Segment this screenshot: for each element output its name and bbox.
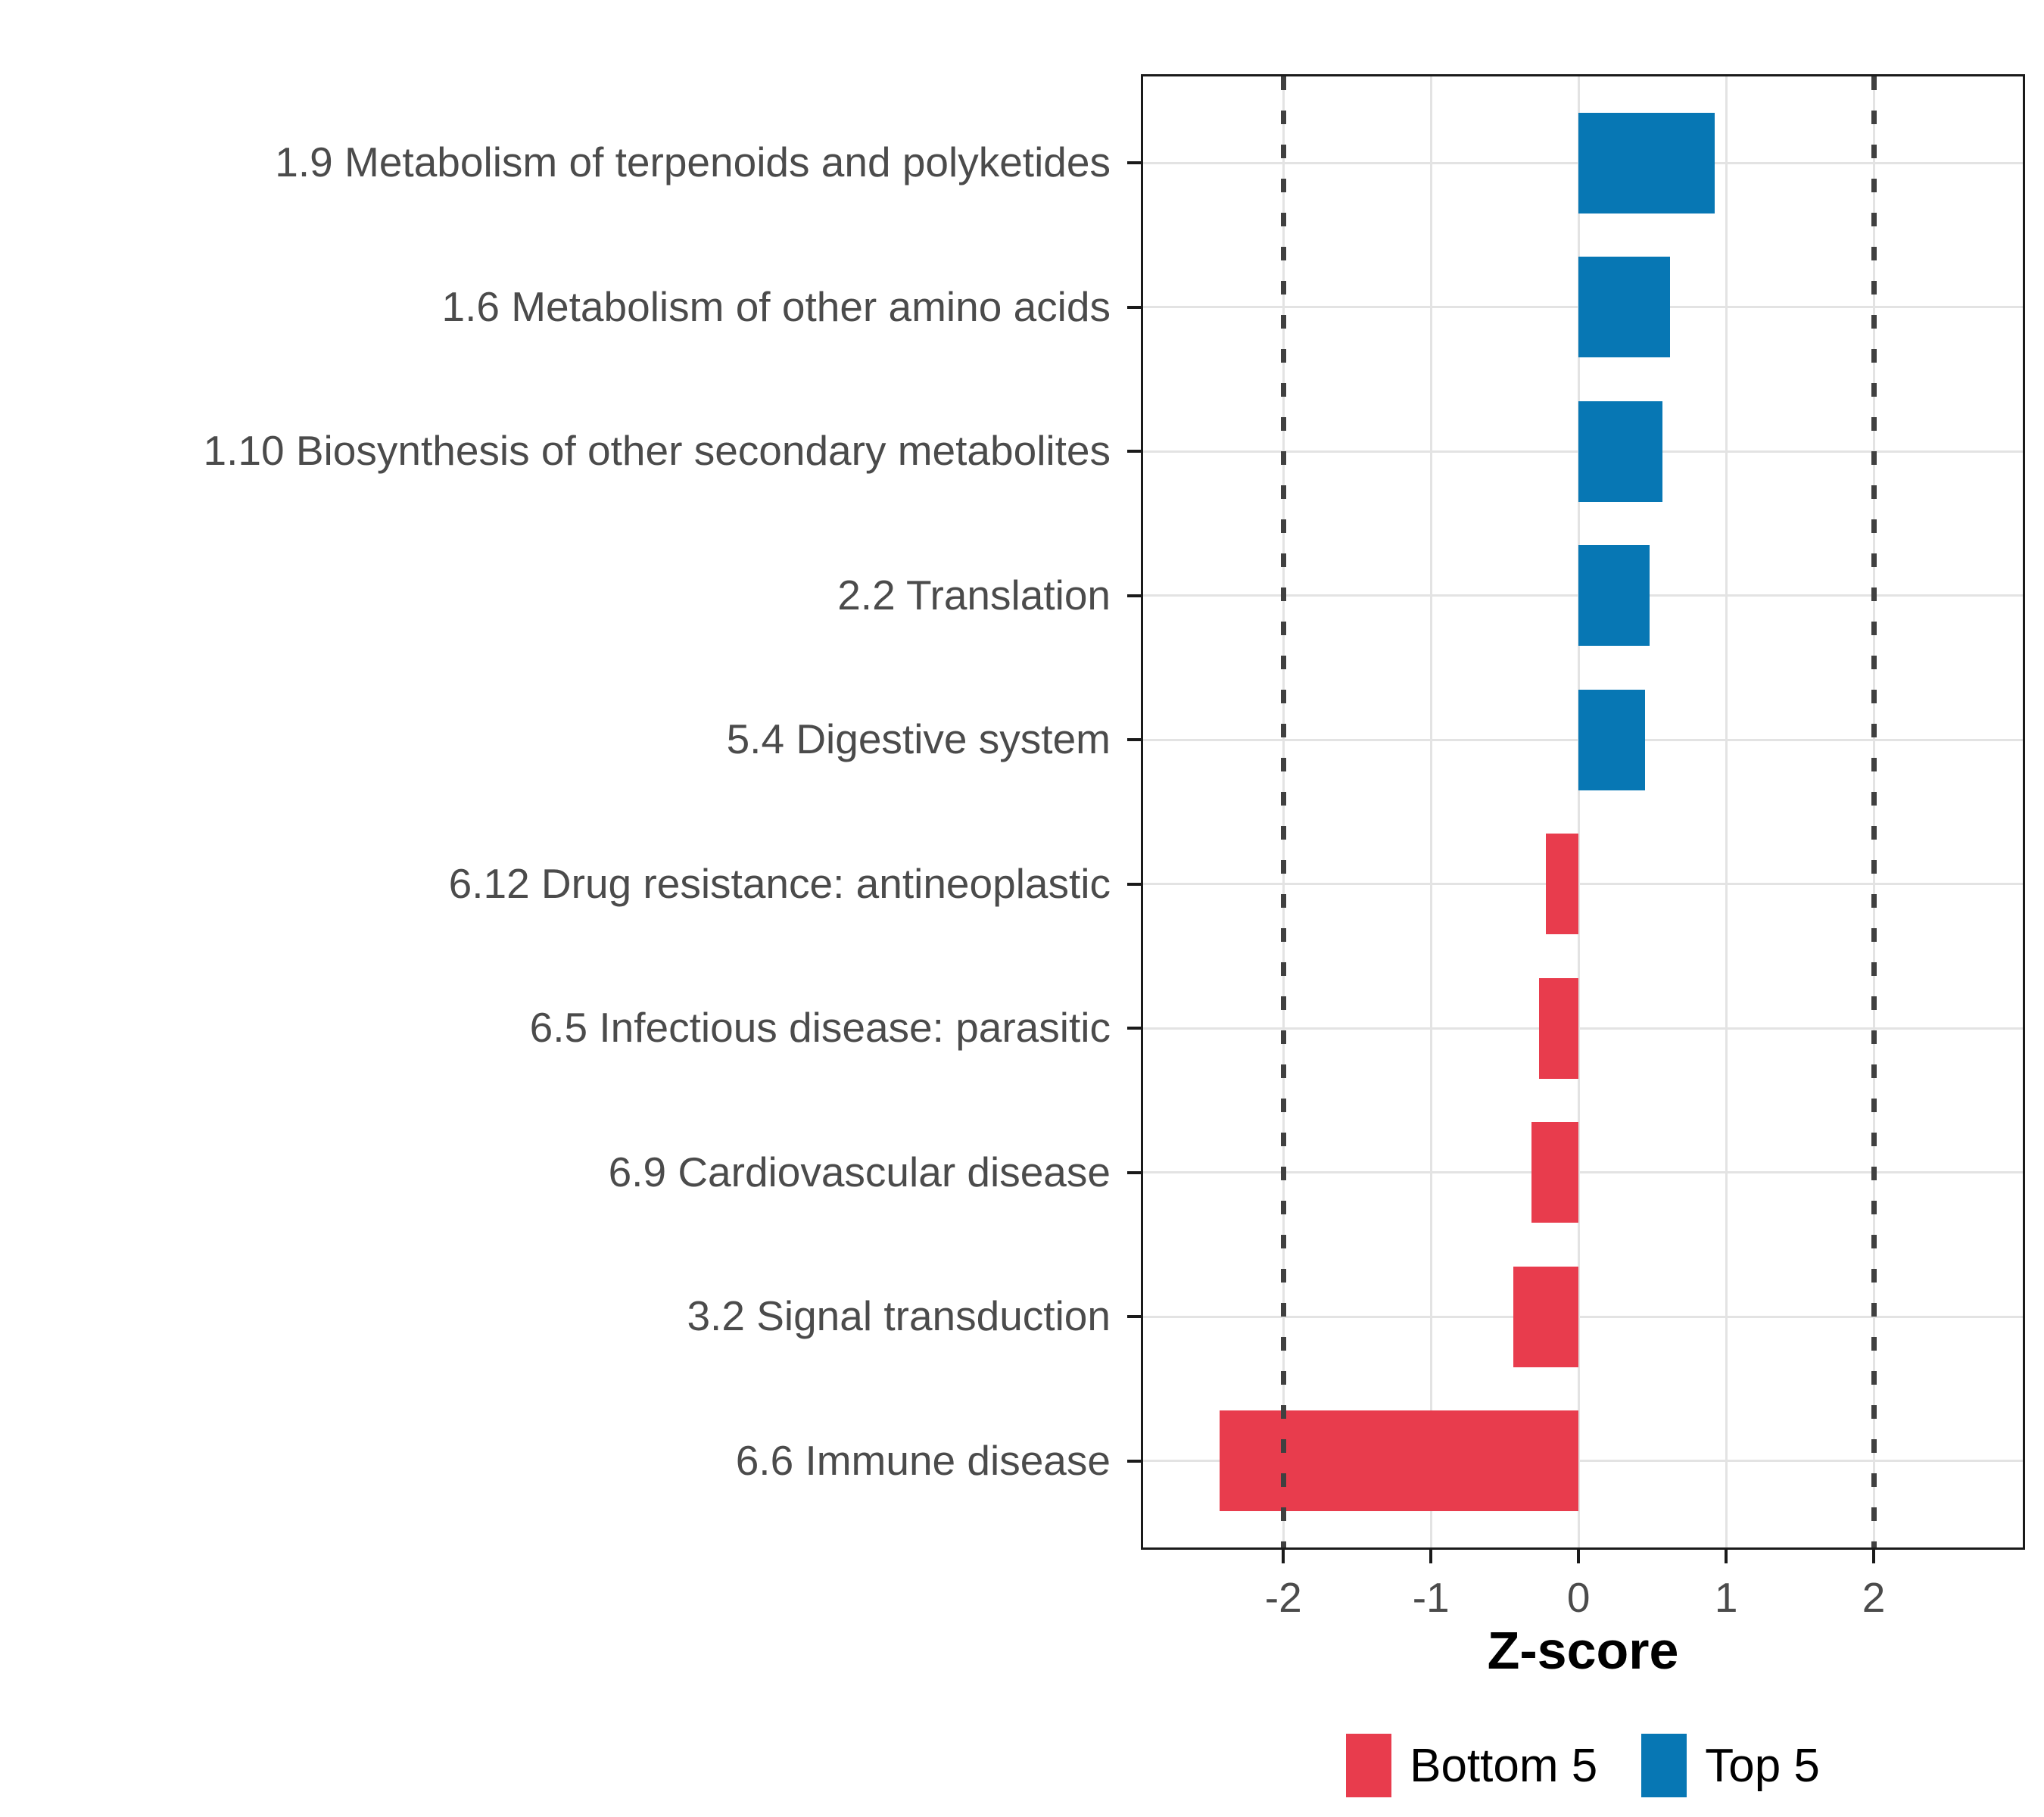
gridline-x--1 bbox=[1429, 76, 1432, 1547]
gridline-y-row-10 bbox=[1143, 1460, 2023, 1463]
y-axis-label-row-10: 6.6 Immune disease bbox=[735, 1436, 1111, 1484]
y-axis-label-row-3: 1.10 Biosynthesis of other secondary met… bbox=[203, 427, 1111, 475]
legend-label-top-5: Top 5 bbox=[1705, 1739, 1820, 1792]
x-axis-tick-2 bbox=[1872, 1550, 1876, 1563]
x-axis-tick-label--2: -2 bbox=[1264, 1574, 1302, 1621]
x-axis-tick-label-0: 0 bbox=[1566, 1574, 1591, 1621]
gridline-x-0 bbox=[1577, 76, 1580, 1547]
bar-5 bbox=[1578, 689, 1645, 790]
x-axis-tick-0 bbox=[1577, 1550, 1581, 1563]
bar-8 bbox=[1531, 1122, 1579, 1223]
plot-panel bbox=[1141, 74, 2025, 1550]
x-axis-tick--2 bbox=[1282, 1550, 1285, 1563]
y-axis-label-row-6: 6.12 Drug resistance: antineoplastic bbox=[448, 859, 1111, 907]
bar-2 bbox=[1578, 257, 1671, 358]
gridline-y-row-8 bbox=[1143, 1171, 2023, 1174]
y-axis-tick-row-1 bbox=[1127, 161, 1141, 165]
gridline-y-row-6 bbox=[1143, 883, 2023, 886]
y-axis-tick-row-6 bbox=[1127, 882, 1141, 886]
legend-swatch-bottom-5 bbox=[1346, 1734, 1392, 1797]
bar-4 bbox=[1578, 545, 1650, 647]
bar-10 bbox=[1220, 1410, 1579, 1512]
y-axis-tick-row-7 bbox=[1127, 1027, 1141, 1030]
x-axis-tick-label-2: 2 bbox=[1862, 1574, 1886, 1621]
bar-3 bbox=[1578, 400, 1663, 502]
y-axis-label-row-9: 3.2 Signal transduction bbox=[687, 1292, 1111, 1340]
y-axis-label-row-2: 1.6 Metabolism of other amino acids bbox=[441, 282, 1111, 330]
x-axis-tick-1 bbox=[1725, 1550, 1728, 1563]
y-axis-label-row-4: 2.2 Translation bbox=[837, 571, 1111, 619]
y-axis-label-row-5: 5.4 Digestive system bbox=[726, 715, 1111, 763]
gridline-y-row-7 bbox=[1143, 1027, 2023, 1030]
bar-1 bbox=[1578, 112, 1715, 213]
y-axis-label-row-7: 6.5 Infectious disease: parasitic bbox=[529, 1004, 1111, 1052]
x-axis-tick-label--1: -1 bbox=[1412, 1574, 1450, 1621]
y-axis-tick-row-10 bbox=[1127, 1459, 1141, 1463]
y-axis-tick-row-9 bbox=[1127, 1315, 1141, 1319]
bar-7 bbox=[1538, 977, 1579, 1079]
y-axis-tick-row-2 bbox=[1127, 305, 1141, 309]
y-axis-label-row-1: 1.9 Metabolism of terpenoids and polyket… bbox=[275, 139, 1111, 186]
bar-9 bbox=[1513, 1266, 1579, 1367]
bar-6 bbox=[1546, 834, 1579, 935]
legend-swatch-top-5 bbox=[1641, 1734, 1687, 1797]
gridline-x-1 bbox=[1725, 76, 1728, 1547]
y-axis-tick-row-5 bbox=[1127, 738, 1141, 742]
gridline-y-row-9 bbox=[1143, 1315, 2023, 1318]
dashed-refline-2 bbox=[1871, 76, 1877, 1547]
y-axis-tick-row-3 bbox=[1127, 450, 1141, 453]
y-axis-tick-row-8 bbox=[1127, 1170, 1141, 1174]
x-axis-title: Z-score bbox=[1487, 1621, 1679, 1680]
legend-item-bottom-5: Bottom 5 bbox=[1346, 1734, 1597, 1797]
legend-label-bottom-5: Bottom 5 bbox=[1410, 1739, 1598, 1792]
y-axis-tick-row-4 bbox=[1127, 594, 1141, 597]
x-axis-tick--1 bbox=[1429, 1550, 1433, 1563]
legend: Bottom 5 Top 5 bbox=[1141, 1732, 2025, 1799]
legend-item-top-5: Top 5 bbox=[1641, 1734, 1820, 1797]
dashed-refline--2 bbox=[1280, 76, 1286, 1547]
x-axis-tick-label-1: 1 bbox=[1714, 1574, 1738, 1621]
y-axis-label-row-8: 6.9 Cardiovascular disease bbox=[608, 1148, 1111, 1195]
